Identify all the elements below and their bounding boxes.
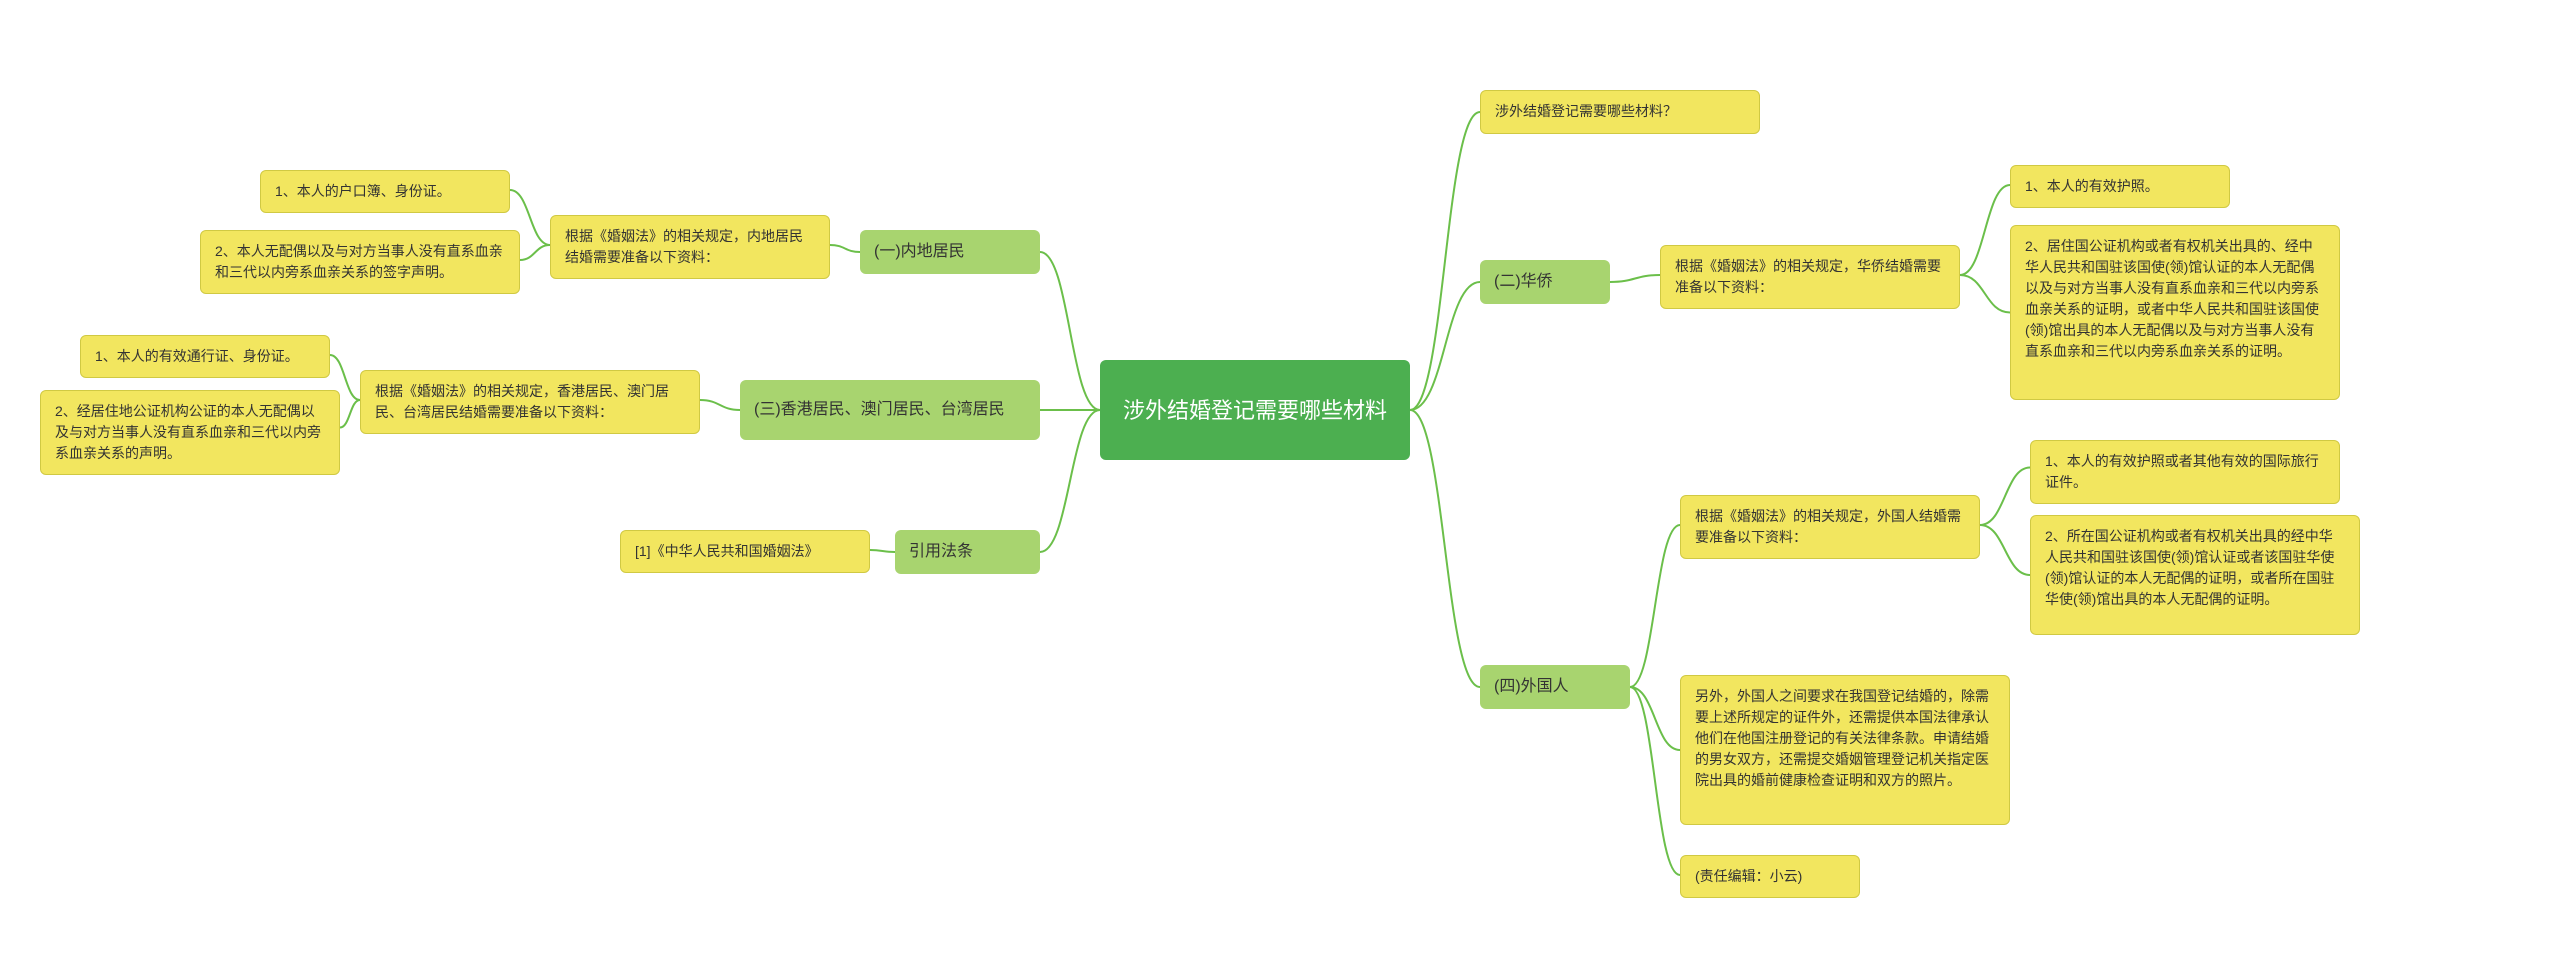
node-b1: (一)内地居民 [860,230,1040,274]
node-label: 根据《婚姻法》的相关规定，华侨结婚需要准备以下资料： [1675,258,1941,295]
node-label: 1、本人的有效护照或者其他有效的国际旅行证件。 [2045,453,2319,490]
node-label: 1、本人的有效护照。 [2025,178,2159,194]
node-b1c1a: 1、本人的户口簿、身份证。 [260,170,510,213]
node-b1c1b: 2、本人无配偶以及与对方当事人没有直系血亲和三代以内旁系血亲关系的签字声明。 [200,230,520,294]
node-label: 另外，外国人之间要求在我国登记结婚的，除需要上述所规定的证件外，还需提供本国法律… [1695,688,1989,788]
node-label: 涉外结婚登记需要哪些材料？ [1495,103,1677,119]
node-b2: (二)华侨 [1480,260,1610,304]
node-b2c1b: 2、居住国公证机构或者有权机关出具的、经中华人民共和国驻该国使(领)馆认证的本人… [2010,225,2340,400]
node-b3c1a: 1、本人的有效通行证、身份证。 [80,335,330,378]
node-b2c1a: 1、本人的有效护照。 [2010,165,2230,208]
node-b4c1: 根据《婚姻法》的相关规定，外国人结婚需要准备以下资料： [1680,495,1980,559]
node-label: 1、本人的有效通行证、身份证。 [95,348,299,364]
node-label: (二)华侨 [1494,270,1553,294]
node-bLawC1: [1]《中华人民共和国婚姻法》 [620,530,870,573]
node-label: 2、居住国公证机构或者有权机关出具的、经中华人民共和国驻该国使(领)馆认证的本人… [2025,238,2319,359]
node-b4c2: 另外，外国人之间要求在我国登记结婚的，除需要上述所规定的证件外，还需提供本国法律… [1680,675,2010,825]
node-label: 根据《婚姻法》的相关规定，外国人结婚需要准备以下资料： [1695,508,1961,545]
node-label: 根据《婚姻法》的相关规定，香港居民、澳门居民、台湾居民结婚需要准备以下资料： [375,383,669,420]
node-b4c3: (责任编辑：小云) [1680,855,1860,898]
node-label: 引用法条 [909,540,973,564]
node-b4c1b: 2、所在国公证机构或者有权机关出具的经中华人民共和国驻该国使(领)馆认证或者该国… [2030,515,2360,635]
node-label: 2、经居住地公证机构公证的本人无配偶以及与对方当事人没有直系血亲和三代以内旁系血… [55,403,321,461]
node-label: 2、本人无配偶以及与对方当事人没有直系血亲和三代以内旁系血亲关系的签字声明。 [215,243,503,280]
mindmap-root: 涉外结婚登记需要哪些材料 [1100,360,1410,460]
node-label: 根据《婚姻法》的相关规定，内地居民结婚需要准备以下资料： [565,228,803,265]
node-b4: (四)外国人 [1480,665,1630,709]
node-rQ: 涉外结婚登记需要哪些材料？ [1480,90,1760,134]
node-bLaw: 引用法条 [895,530,1040,574]
node-label: 2、所在国公证机构或者有权机关出具的经中华人民共和国驻该国使(领)馆认证或者该国… [2045,528,2334,607]
node-label: [1]《中华人民共和国婚姻法》 [635,543,819,559]
node-label: (四)外国人 [1494,675,1569,699]
node-label: (一)内地居民 [874,240,965,264]
root-label: 涉外结婚登记需要哪些材料 [1123,394,1387,427]
node-b2c1: 根据《婚姻法》的相关规定，华侨结婚需要准备以下资料： [1660,245,1960,309]
node-label: (三)香港居民、澳门居民、台湾居民 [754,398,1005,422]
node-label: 1、本人的户口簿、身份证。 [275,183,451,199]
node-b3c1b: 2、经居住地公证机构公证的本人无配偶以及与对方当事人没有直系血亲和三代以内旁系血… [40,390,340,475]
node-label: (责任编辑：小云) [1695,868,1802,884]
node-b4c1a: 1、本人的有效护照或者其他有效的国际旅行证件。 [2030,440,2340,504]
node-b3c1: 根据《婚姻法》的相关规定，香港居民、澳门居民、台湾居民结婚需要准备以下资料： [360,370,700,434]
node-b3: (三)香港居民、澳门居民、台湾居民 [740,380,1040,440]
node-b1c1: 根据《婚姻法》的相关规定，内地居民结婚需要准备以下资料： [550,215,830,279]
